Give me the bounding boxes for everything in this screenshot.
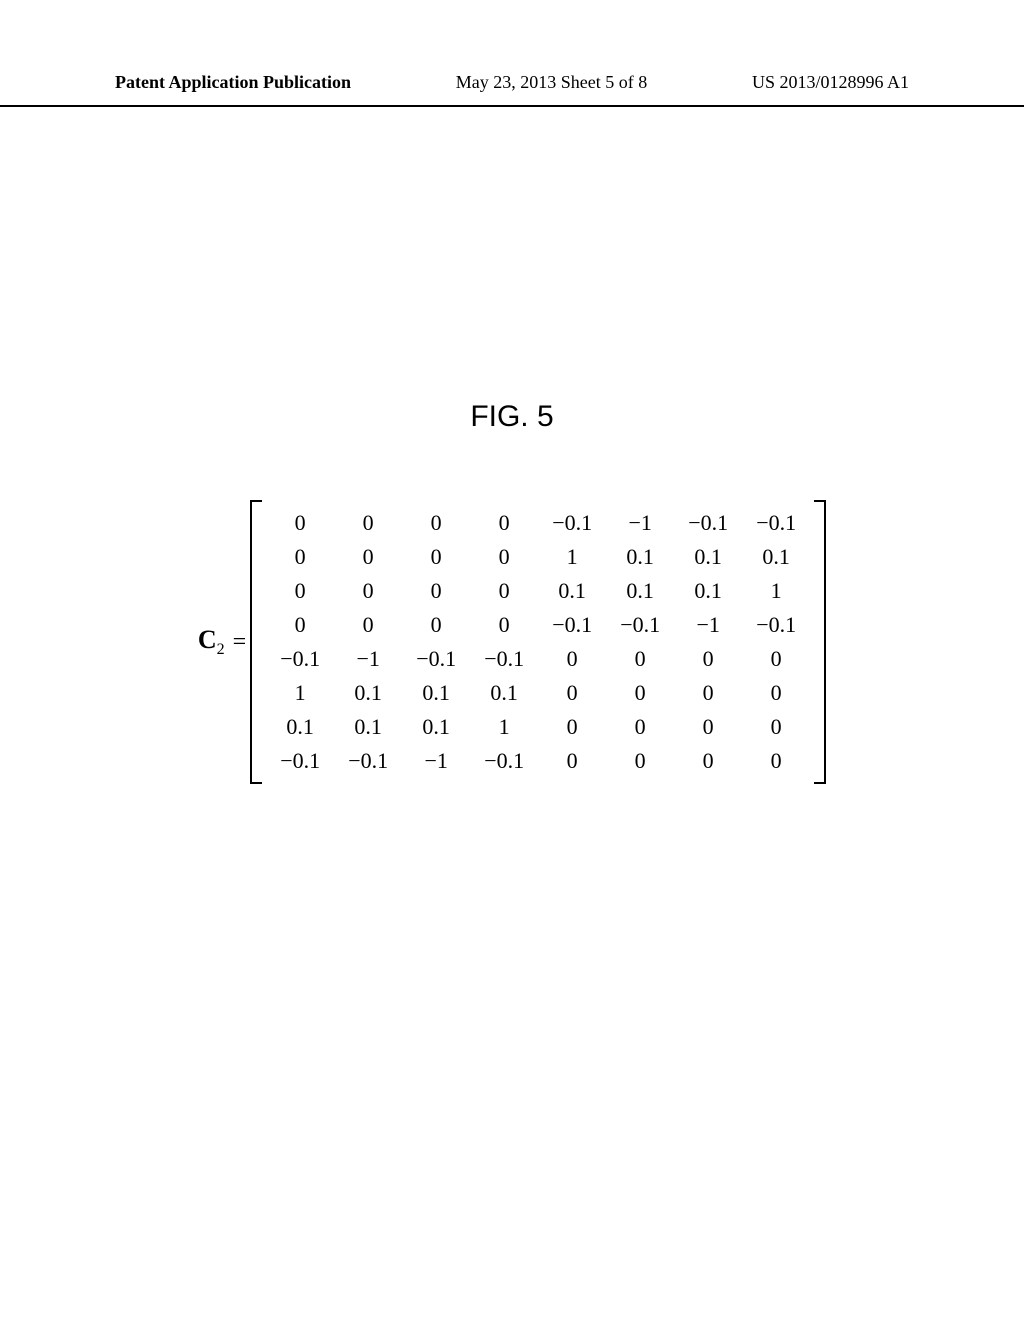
- matrix-cell: 0: [266, 506, 334, 540]
- matrix-cell: −0.1: [402, 642, 470, 676]
- matrix-cell: −1: [606, 506, 674, 540]
- matrix-row: 0.10.10.110000: [266, 710, 810, 744]
- matrix-cell: 0.1: [742, 540, 810, 574]
- matrix-cell: 1: [742, 574, 810, 608]
- matrix-cell: −0.1: [470, 744, 538, 778]
- matrix-row: 10.10.10.10000: [266, 676, 810, 710]
- matrix-cell: −0.1: [538, 506, 606, 540]
- matrix-cell: 0.1: [334, 676, 402, 710]
- matrix-cell: −0.1: [266, 744, 334, 778]
- matrix-cell: 0: [334, 540, 402, 574]
- matrix-cell: 0: [266, 540, 334, 574]
- matrix: 0000−0.1−1−0.1−0.1000010.10.10.100000.10…: [250, 500, 826, 784]
- matrix-cell: 0: [674, 642, 742, 676]
- right-bracket: [814, 500, 826, 784]
- matrix-cell: 0.1: [402, 710, 470, 744]
- matrix-cell: −0.1: [742, 608, 810, 642]
- matrix-row: 000010.10.10.1: [266, 540, 810, 574]
- matrix-cell: 1: [266, 676, 334, 710]
- matrix-cell: 0: [674, 676, 742, 710]
- matrix-row: 00000.10.10.11: [266, 574, 810, 608]
- matrix-cell: −0.1: [470, 642, 538, 676]
- matrix-cell: 0: [402, 540, 470, 574]
- matrix-cell: 0.1: [402, 676, 470, 710]
- matrix-cell: 0.1: [674, 574, 742, 608]
- matrix-cell: −0.1: [334, 744, 402, 778]
- matrix-cell: 0.1: [674, 540, 742, 574]
- matrix-cell: 0.1: [538, 574, 606, 608]
- matrix-cell: 1: [470, 710, 538, 744]
- matrix-cell: 0: [606, 676, 674, 710]
- matrix-cell: 0: [538, 710, 606, 744]
- matrix-cell: 0: [742, 642, 810, 676]
- matrix-cell: −0.1: [606, 608, 674, 642]
- header-patent-number: US 2013/0128996 A1: [752, 72, 909, 93]
- matrix-cell: 0: [470, 574, 538, 608]
- matrix-cell: 0: [538, 676, 606, 710]
- matrix-cell: 0.1: [606, 540, 674, 574]
- matrix-cell: 0: [402, 574, 470, 608]
- matrix-cell: 0: [470, 506, 538, 540]
- matrix-cell: −1: [334, 642, 402, 676]
- page-header: Patent Application Publication May 23, 2…: [0, 72, 1024, 107]
- equals-sign: =: [233, 629, 247, 656]
- matrix-cell: 0: [334, 506, 402, 540]
- matrix-cell: 0: [402, 506, 470, 540]
- left-bracket: [250, 500, 262, 784]
- matrix-subscript: 2: [217, 641, 225, 658]
- matrix-cell: −0.1: [674, 506, 742, 540]
- matrix-cell: 0: [742, 710, 810, 744]
- matrix-cell: 0: [402, 608, 470, 642]
- matrix-row: −0.1−1−0.1−0.10000: [266, 642, 810, 676]
- matrix-cell: 0: [606, 642, 674, 676]
- matrix-body: 0000−0.1−1−0.1−0.1000010.10.10.100000.10…: [262, 500, 814, 784]
- matrix-row: 0000−0.1−1−0.1−0.1: [266, 506, 810, 540]
- matrix-cell: 1: [538, 540, 606, 574]
- matrix-cell: 0: [606, 710, 674, 744]
- matrix-cell: −0.1: [742, 506, 810, 540]
- header-date-sheet: May 23, 2013 Sheet 5 of 8: [456, 72, 647, 93]
- matrix-cell: 0: [470, 608, 538, 642]
- matrix-cell: −0.1: [266, 642, 334, 676]
- matrix-cell: 0.1: [266, 710, 334, 744]
- matrix-cell: 0: [674, 744, 742, 778]
- matrix-cell: 0: [538, 642, 606, 676]
- matrix-equation: C2 = 0000−0.1−1−0.1−0.1000010.10.10.1000…: [0, 500, 1024, 784]
- figure-label: FIG. 5: [0, 400, 1024, 434]
- matrix-cell: 0.1: [606, 574, 674, 608]
- matrix-cell: 0.1: [334, 710, 402, 744]
- matrix-cell: 0.1: [470, 676, 538, 710]
- matrix-cell: 0: [538, 744, 606, 778]
- matrix-cell: 0: [266, 574, 334, 608]
- matrix-cell: −1: [402, 744, 470, 778]
- matrix-cell: 0: [266, 608, 334, 642]
- header-publication: Patent Application Publication: [115, 72, 351, 93]
- matrix-cell: 0: [470, 540, 538, 574]
- matrix-name: C2: [198, 625, 225, 659]
- matrix-cell: 0: [742, 744, 810, 778]
- matrix-cell: 0: [334, 574, 402, 608]
- matrix-cell: 0: [334, 608, 402, 642]
- matrix-row: −0.1−0.1−1−0.10000: [266, 744, 810, 778]
- matrix-cell: −0.1: [538, 608, 606, 642]
- matrix-cell: −1: [674, 608, 742, 642]
- matrix-symbol: C: [198, 625, 217, 654]
- matrix-cell: 0: [606, 744, 674, 778]
- matrix-cell: 0: [742, 676, 810, 710]
- matrix-row: 0000−0.1−0.1−1−0.1: [266, 608, 810, 642]
- matrix-cell: 0: [674, 710, 742, 744]
